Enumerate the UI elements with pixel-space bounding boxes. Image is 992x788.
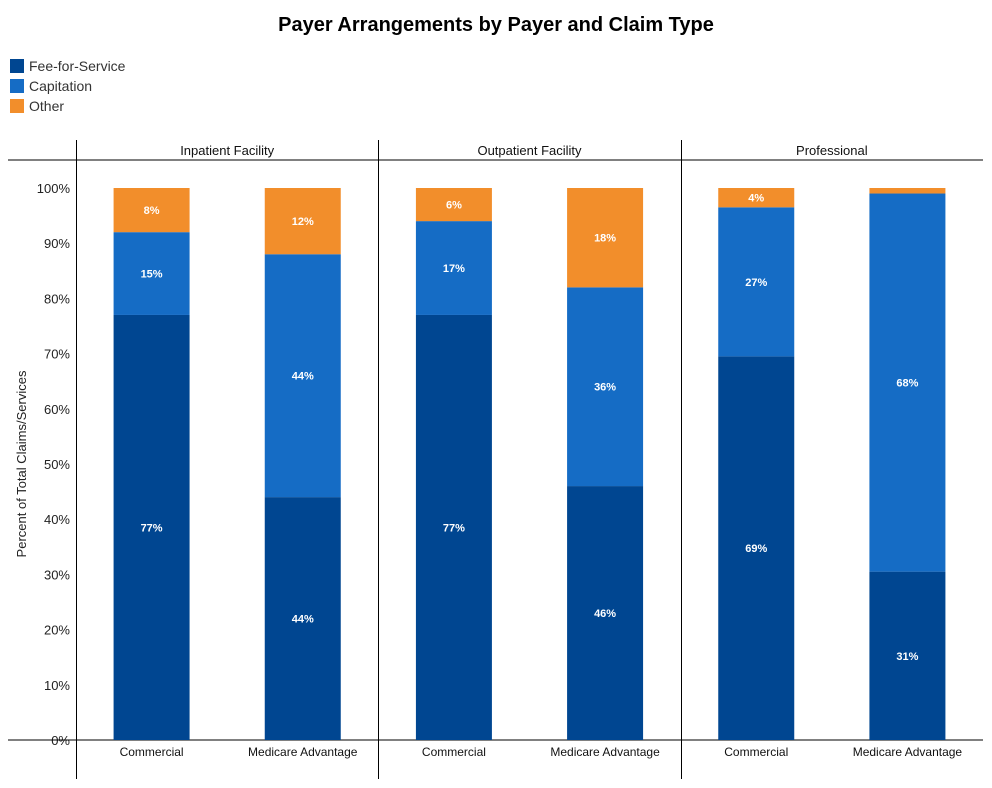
data-label-professional-commercial-capitation: 27%	[745, 277, 767, 289]
bar-outpatient-facility-medicare-advantage-fee-for-service	[567, 486, 644, 740]
data-label-inpatient-facility-medicare-advantage-capitation: 44%	[292, 371, 314, 383]
bar-professional-medicare-advantage-other	[869, 188, 946, 194]
legend-swatch-fee-for-service	[10, 59, 24, 73]
data-label-professional-commercial-other: 4%	[748, 193, 764, 205]
panel-header-professional: Professional	[796, 143, 868, 158]
y-tick-label-60: 60%	[44, 402, 70, 417]
data-label-outpatient-facility-medicare-advantage-fee-for-service: 46%	[594, 608, 616, 620]
data-label-inpatient-facility-commercial-other: 8%	[144, 205, 160, 217]
x-tick-label-outpatient-facility-commercial: Commercial	[422, 745, 486, 759]
legend-swatch-capitation	[10, 79, 24, 93]
y-tick-label-10: 10%	[44, 678, 70, 693]
legend: Fee-for-Service Capitation Other	[10, 56, 125, 116]
bar-outpatient-facility-commercial-capitation	[415, 221, 492, 315]
data-label-outpatient-facility-medicare-advantage-other: 18%	[594, 233, 616, 245]
y-tick-label-100: 100%	[37, 181, 71, 196]
y-tick-label-30: 30%	[44, 567, 70, 582]
data-label-outpatient-facility-commercial-other: 6%	[446, 200, 462, 212]
bar-professional-commercial-fee-for-service	[718, 356, 795, 740]
bar-inpatient-facility-medicare-advantage-other	[264, 188, 341, 255]
data-label-outpatient-facility-commercial-fee-for-service: 77%	[443, 522, 465, 534]
bar-outpatient-facility-medicare-advantage-capitation	[567, 287, 644, 487]
y-tick-label-20: 20%	[44, 623, 70, 638]
y-tick-label-90: 90%	[44, 236, 70, 251]
data-label-inpatient-facility-medicare-advantage-other: 12%	[292, 216, 314, 228]
data-label-professional-medicare-advantage-capitation: 68%	[896, 378, 918, 390]
legend-label-other: Other	[29, 98, 65, 114]
x-tick-label-professional-medicare-advantage: Medicare Advantage	[853, 745, 963, 759]
y-tick-label-50: 50%	[44, 457, 70, 472]
data-label-inpatient-facility-commercial-capitation: 15%	[141, 269, 163, 281]
legend-label-fee-for-service: Fee-for-Service	[29, 58, 126, 74]
data-label-professional-medicare-advantage-fee-for-service: 31%	[896, 651, 918, 663]
bar-inpatient-facility-commercial-other	[113, 188, 190, 233]
y-tick-label-80: 80%	[44, 291, 70, 306]
bar-inpatient-facility-commercial-fee-for-service	[113, 314, 190, 740]
legend-label-capitation: Capitation	[29, 78, 93, 94]
x-tick-label-professional-commercial: Commercial	[724, 745, 788, 759]
y-axis-title: Percent of Total Claims/Services	[14, 370, 29, 557]
bar-outpatient-facility-commercial-fee-for-service	[415, 314, 492, 740]
bar-inpatient-facility-commercial-capitation	[113, 232, 190, 315]
data-label-inpatient-facility-medicare-advantage-fee-for-service: 44%	[292, 614, 314, 626]
data-label-inpatient-facility-commercial-fee-for-service: 77%	[141, 522, 163, 534]
y-tick-label-40: 40%	[44, 512, 70, 527]
panel-header-inpatient-facility: Inpatient Facility	[180, 143, 274, 158]
legend-item-other[interactable]: Other	[10, 96, 125, 116]
data-label-outpatient-facility-commercial-capitation: 17%	[443, 263, 465, 275]
data-label-outpatient-facility-medicare-advantage-capitation: 36%	[594, 382, 616, 394]
bar-professional-medicare-advantage-fee-for-service	[869, 571, 946, 740]
bar-inpatient-facility-medicare-advantage-capitation	[264, 254, 341, 498]
y-tick-label-70: 70%	[44, 347, 70, 362]
chart-title: Payer Arrangements by Payer and Claim Ty…	[278, 14, 714, 36]
legend-item-capitation[interactable]: Capitation	[10, 76, 125, 96]
data-label-professional-commercial-fee-for-service: 69%	[745, 543, 767, 555]
bar-inpatient-facility-medicare-advantage-fee-for-service	[264, 497, 341, 740]
x-tick-label-outpatient-facility-medicare-advantage: Medicare Advantage	[550, 745, 660, 759]
x-tick-label-inpatient-facility-medicare-advantage: Medicare Advantage	[248, 745, 358, 759]
legend-swatch-other	[10, 99, 24, 113]
bar-professional-commercial-capitation	[718, 207, 795, 357]
bar-professional-commercial-other	[718, 188, 795, 208]
legend-item-fee-for-service[interactable]: Fee-for-Service	[10, 56, 125, 76]
x-tick-label-inpatient-facility-commercial: Commercial	[120, 745, 184, 759]
panel-header-outpatient-facility: Outpatient Facility	[477, 143, 582, 158]
bar-professional-medicare-advantage-capitation	[869, 193, 946, 572]
bar-outpatient-facility-medicare-advantage-other	[567, 188, 644, 288]
bar-outpatient-facility-commercial-other	[415, 188, 492, 222]
